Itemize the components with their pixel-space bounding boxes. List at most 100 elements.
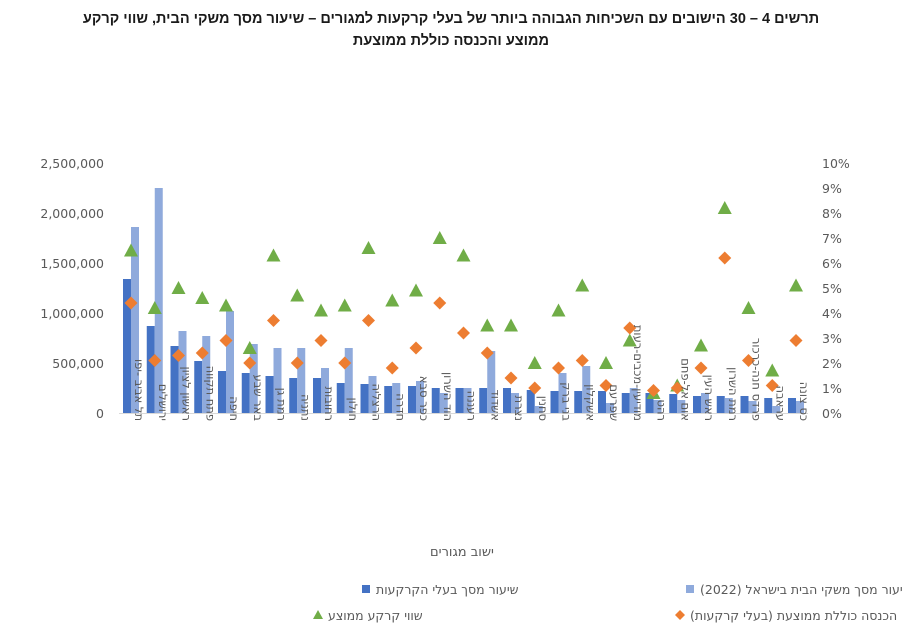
category-label: ראשון לציון <box>180 367 194 421</box>
marker-avg-land-value <box>290 288 305 302</box>
marker-avg-land-value <box>124 243 138 257</box>
bar-households-share <box>131 227 139 413</box>
bar-landowners-share <box>574 391 583 413</box>
bar-landowners-share <box>265 376 274 413</box>
category-label: אום אל-פחם <box>678 358 692 421</box>
marker-avg-land-value <box>195 291 210 304</box>
category-label: נתניה <box>298 394 312 421</box>
bar-households-share <box>416 381 424 413</box>
left-axis-tick-label: 500,000 <box>52 356 104 371</box>
legend-item: שיעור מסך משקי הבית בישראל (2022) <box>686 582 902 597</box>
category-label: חיפה <box>227 396 241 421</box>
marker-avg-land-value <box>242 341 257 354</box>
bar-landowners-share <box>146 326 155 413</box>
left-axis-tick-label: 2,000,000 <box>40 206 104 221</box>
bar-households-share <box>701 393 709 413</box>
marker-avg-land-value <box>765 363 780 377</box>
legend-item: שווי קרקע ממוצע <box>313 608 423 623</box>
marker-avg-income <box>362 314 375 327</box>
marker-avg-land-value <box>575 278 590 292</box>
marker-avg-income <box>718 251 732 265</box>
right-axis-tick-label: 4% <box>822 306 842 321</box>
category-label: פתח תקווה <box>203 366 217 421</box>
bar-landowners-share <box>645 393 654 413</box>
marker-avg-income <box>433 296 447 310</box>
marker-avg-income <box>338 356 352 370</box>
marker-avg-land-value <box>504 318 518 332</box>
bar-landowners-share <box>289 378 298 413</box>
bar-households-share <box>463 388 472 413</box>
marker-avg-land-value <box>337 298 352 312</box>
bar-landowners-share <box>123 279 131 413</box>
chart-title-line-1: תרשים 4 – 30 הישובים עם השכיחות הגבוהה ב… <box>82 11 820 27</box>
bar-households-share <box>226 311 234 413</box>
marker-avg-income <box>528 381 542 395</box>
marker-avg-income <box>765 379 779 392</box>
bar-households-share <box>202 336 211 413</box>
left-axis: 0 500,000 1,000,000 1,500,000 2,000,000 2,500… <box>40 156 104 421</box>
marker-avg-land-value <box>266 248 281 262</box>
legend-marker-square-icon <box>686 585 694 593</box>
bar-landowners-share <box>621 393 630 413</box>
marker-avg-income <box>742 354 755 367</box>
category-label: מודיעין-מכבים-רעות <box>631 325 645 421</box>
bar-landowners-share <box>764 398 773 413</box>
marker-avg-income <box>219 334 233 347</box>
right-axis-tick-label: 7% <box>822 231 842 246</box>
marker-avg-income <box>670 381 684 395</box>
category-label: אשדוד <box>488 389 502 421</box>
category-label: חדרה <box>393 393 407 421</box>
marker-avg-income <box>385 361 399 375</box>
right-axis-tick-label: 1% <box>822 381 842 396</box>
bar-landowners-share <box>408 386 416 413</box>
bar-households-share <box>273 348 282 413</box>
bar-households-share <box>582 366 591 413</box>
bar-landowners-share <box>716 396 725 413</box>
legend-marker-square-icon <box>362 585 370 593</box>
legend: שיעור מסך בעלי הקרקעות שיעור מסך משקי הבי… <box>313 582 902 623</box>
bar-landowners-share <box>360 384 369 413</box>
category-label: כפר סבא <box>417 376 431 421</box>
category-label: שפרעם <box>607 384 621 421</box>
bar-households-share <box>368 376 377 413</box>
legend-item: שיעור מסך בעלי הקרקעות <box>362 582 519 597</box>
right-axis-tick-label: 0% <box>822 406 842 421</box>
marker-avg-income <box>694 361 708 375</box>
category-label: בני ברק <box>560 382 574 421</box>
bar-landowners-share <box>693 396 701 413</box>
markers-group <box>124 201 803 399</box>
category-label: ירושלים <box>156 384 170 421</box>
bar-households-share <box>796 401 804 413</box>
category-label: רמת השרון <box>726 367 740 421</box>
category-label: כס צונה <box>797 382 811 421</box>
right-axis-tick-label: 8% <box>822 206 842 221</box>
category-label: נצרת <box>512 396 526 421</box>
marker-avg-income <box>552 361 565 375</box>
legend-label: שווי קרקע ממוצע <box>328 608 423 623</box>
bar-households-share <box>344 348 353 413</box>
x-axis-title: ישוב מגורים <box>430 545 494 560</box>
left-axis-tick-label: 1,000,000 <box>40 306 104 321</box>
marker-avg-income <box>314 334 328 347</box>
marker-avg-land-value <box>409 283 423 297</box>
legend-label: שיעור מסך בעלי הקרקעות <box>376 582 519 597</box>
legend-marker-triangle-icon <box>313 610 323 619</box>
marker-avg-land-value <box>741 301 756 314</box>
bar-households-share <box>249 344 258 413</box>
category-label: רהט <box>655 400 669 421</box>
category-label: באר שבע <box>251 375 265 422</box>
category-label: סחנין <box>536 396 550 421</box>
marker-avg-income <box>243 356 257 370</box>
legend-label: שיעור מסך משקי הבית בישראל (2022) <box>700 582 902 597</box>
right-axis-tick-label: 6% <box>822 256 842 271</box>
bar-households-share <box>606 403 614 413</box>
bar-landowners-share <box>336 383 345 413</box>
bar-landowners-share <box>669 394 678 413</box>
bar-households-share <box>653 400 662 413</box>
marker-avg-land-value <box>147 301 162 314</box>
marker-avg-land-value <box>385 293 400 307</box>
bar-landowners-share <box>218 371 226 413</box>
bar-landowners-share <box>194 361 203 413</box>
category-label: ראש העין <box>702 375 716 421</box>
